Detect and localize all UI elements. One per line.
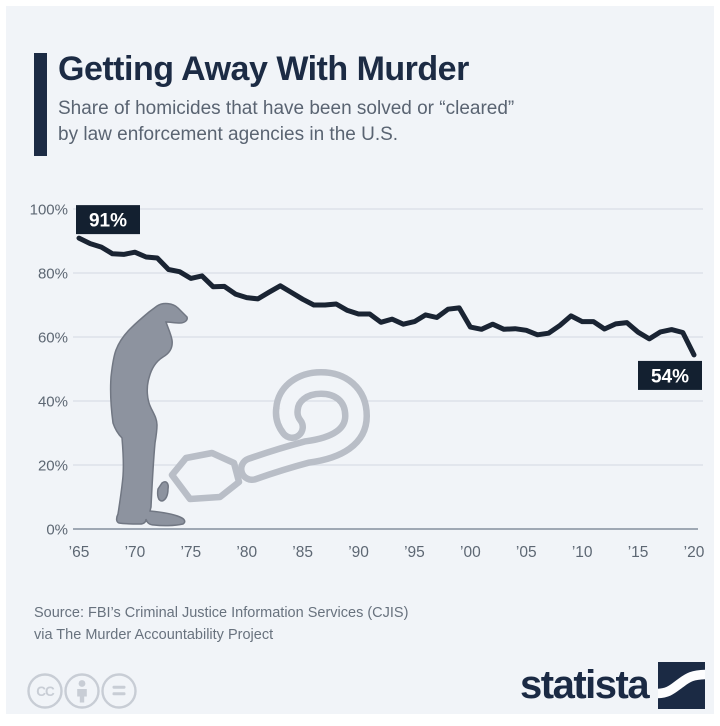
y-tick-80%: 80%: [38, 266, 68, 283]
license-icons: CC: [26, 670, 141, 714]
x-tick-2005: ’05: [516, 544, 537, 561]
y-tick-20%: 20%: [38, 458, 68, 475]
statista-logo[interactable]: statista: [520, 661, 705, 709]
source-note: Source: FBI’s Criminal Justice Informati…: [34, 602, 408, 646]
x-tick-1975: ’75: [180, 544, 201, 561]
cc-icon[interactable]: CC: [29, 675, 62, 708]
svg-text:CC: CC: [36, 684, 55, 699]
x-tick-1985: ’85: [292, 544, 313, 561]
question-mark-dot-graphic: [172, 453, 239, 499]
x-tick-2020: ’20: [684, 544, 705, 561]
x-tick-2000: ’00: [460, 544, 481, 561]
statista-logo-mark-icon: [658, 662, 705, 709]
value-label-2020: 54%: [651, 366, 689, 387]
y-tick-0%: 0%: [46, 522, 68, 539]
y-tick-40%: 40%: [38, 394, 68, 411]
statista-logo-text: statista: [520, 661, 648, 709]
x-tick-1980: ’80: [236, 544, 257, 561]
attribution-icon[interactable]: [66, 675, 99, 708]
x-tick-2015: ’15: [628, 544, 649, 561]
x-tick-1970: ’70: [125, 544, 146, 561]
source-line-1: Source: FBI’s Criminal Justice Informati…: [34, 605, 408, 621]
source-line-2: via The Murder Accountability Project: [34, 627, 273, 643]
y-tick-100%: 100%: [30, 202, 68, 219]
x-tick-2010: ’10: [572, 544, 593, 561]
y-tick-60%: 60%: [38, 330, 68, 347]
x-tick-1995: ’95: [404, 544, 425, 561]
x-tick-1990: ’90: [348, 544, 369, 561]
no-derivatives-icon[interactable]: [103, 675, 136, 708]
x-tick-1965: ’65: [69, 544, 90, 561]
value-label-1965: 91%: [89, 211, 127, 232]
